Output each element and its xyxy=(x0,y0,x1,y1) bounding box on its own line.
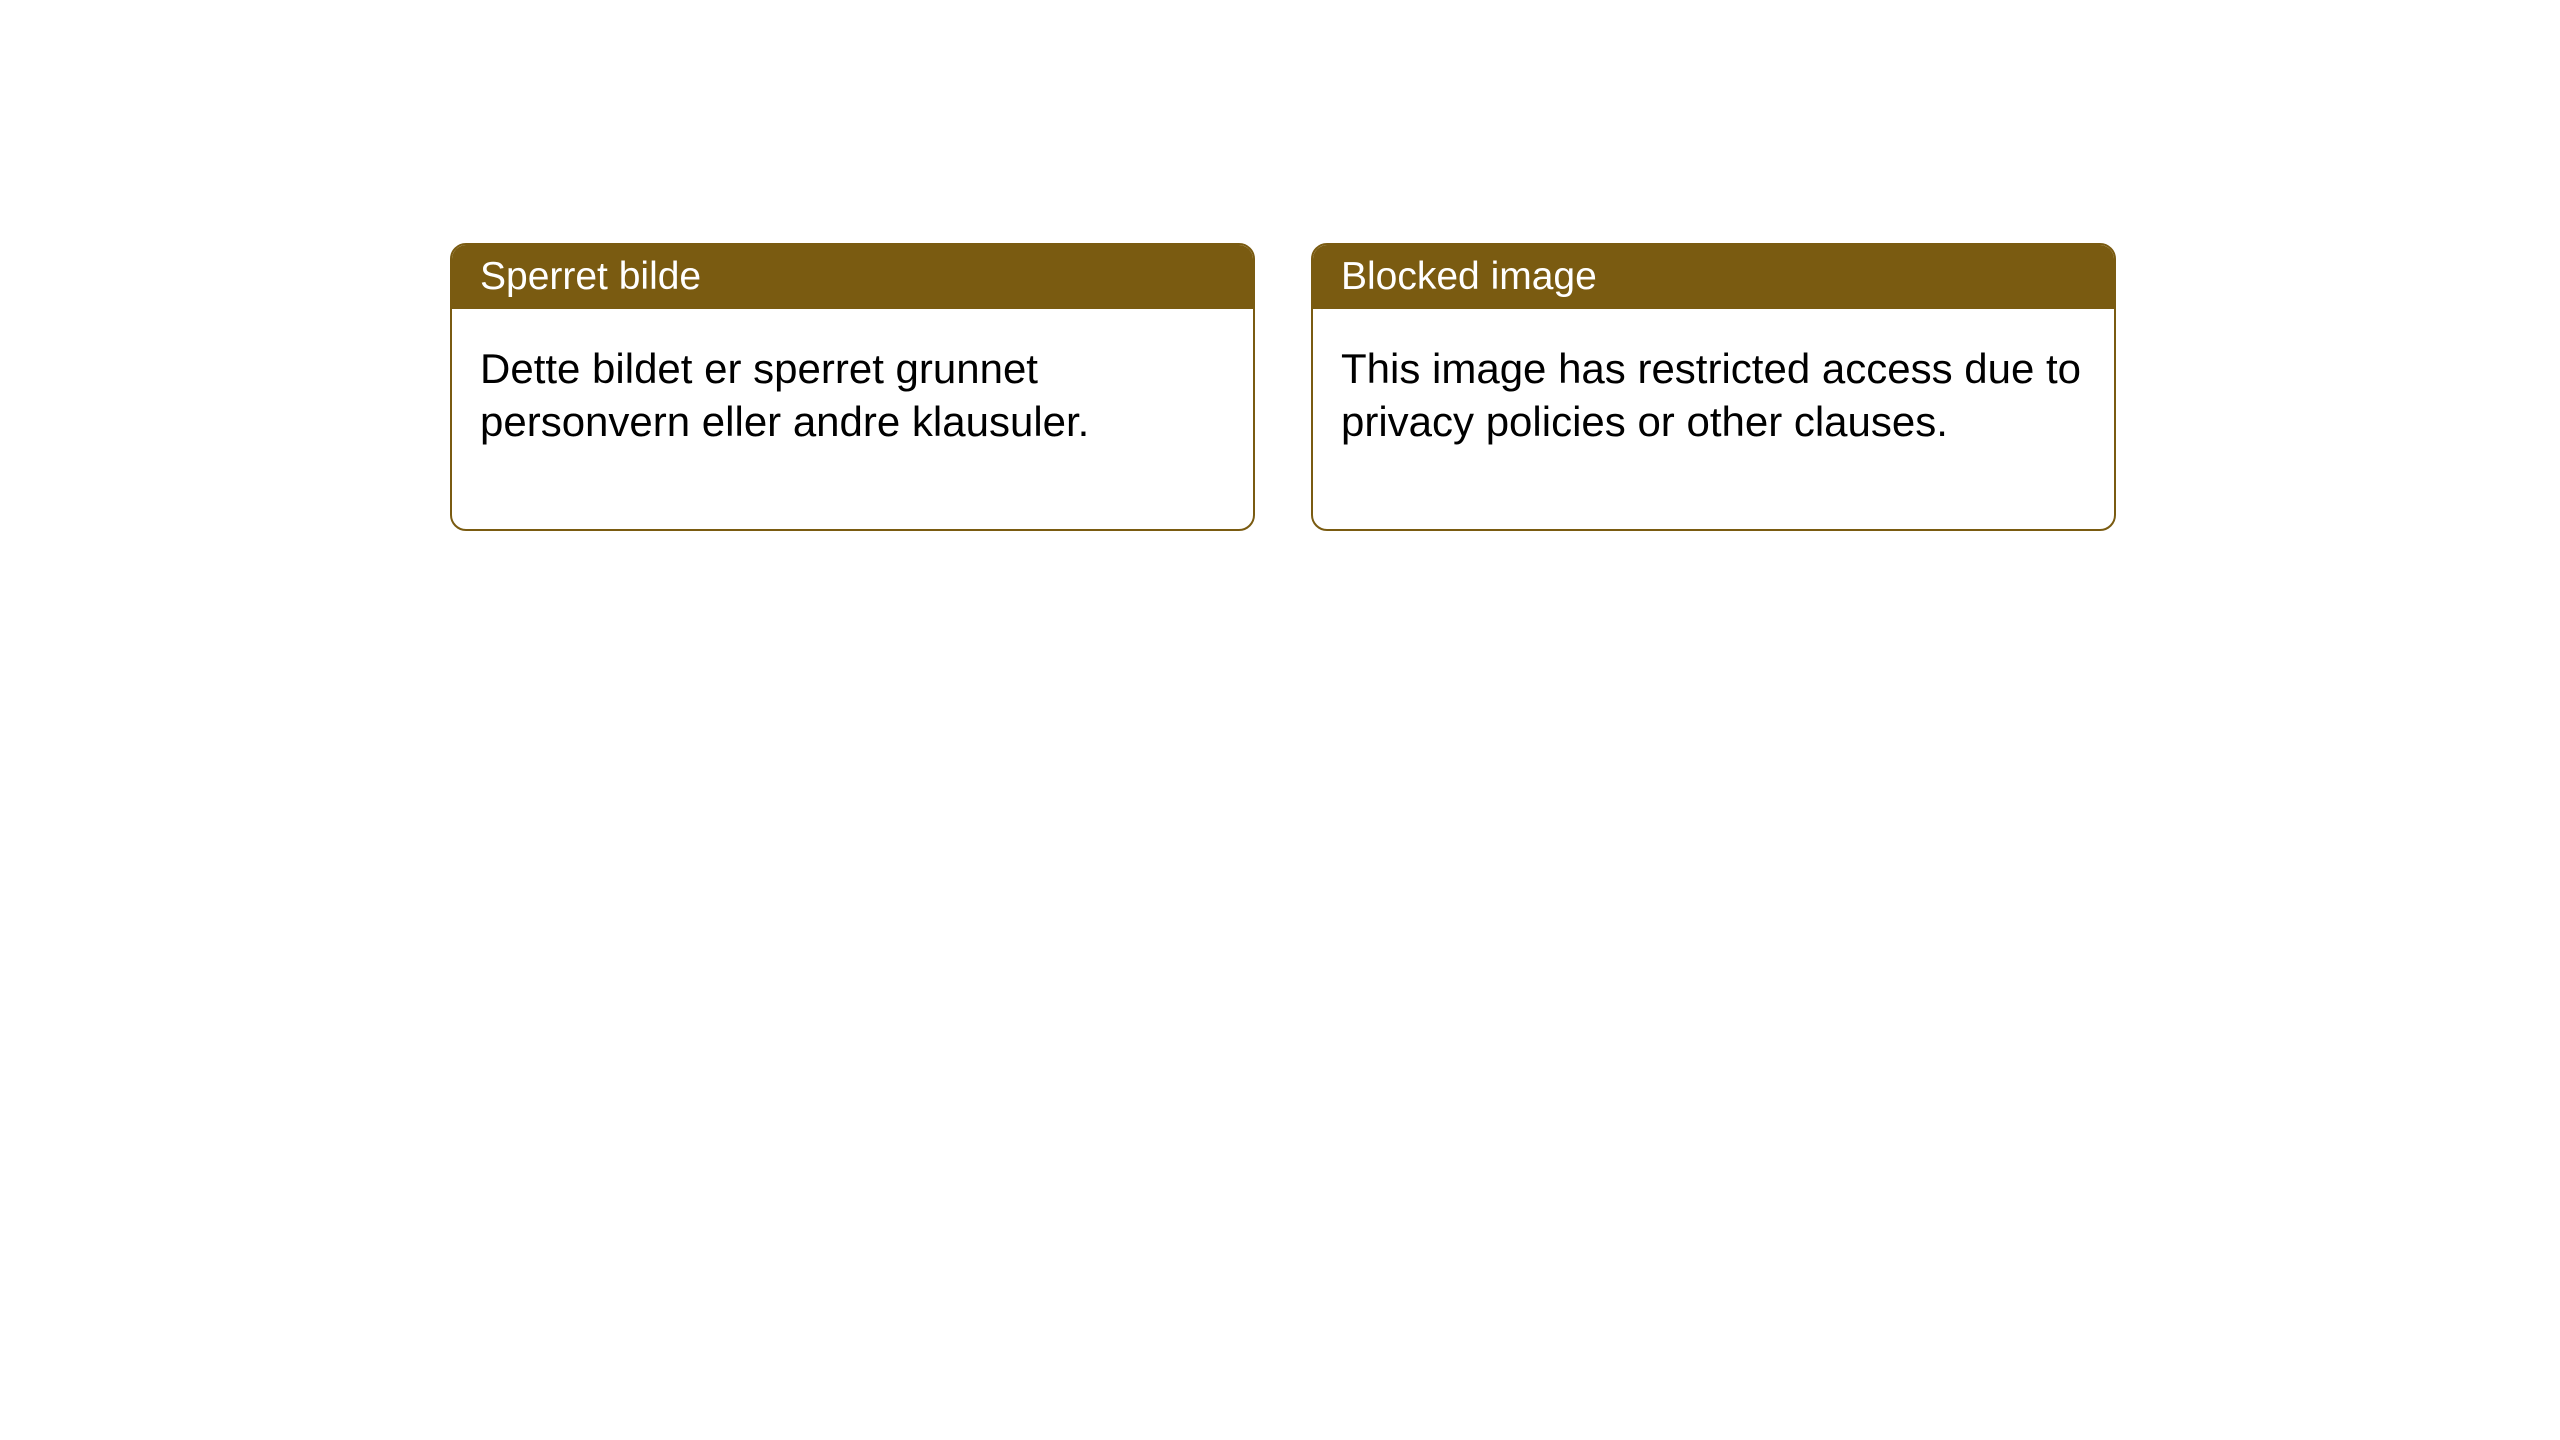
notice-container: Sperret bilde Dette bildet er sperret gr… xyxy=(450,243,2116,531)
notice-body-english: This image has restricted access due to … xyxy=(1313,309,2114,529)
notice-body-norwegian: Dette bildet er sperret grunnet personve… xyxy=(452,309,1253,529)
notice-header-english: Blocked image xyxy=(1313,245,2114,309)
notice-header-norwegian: Sperret bilde xyxy=(452,245,1253,309)
notice-card-english: Blocked image This image has restricted … xyxy=(1311,243,2116,531)
notice-card-norwegian: Sperret bilde Dette bildet er sperret gr… xyxy=(450,243,1255,531)
